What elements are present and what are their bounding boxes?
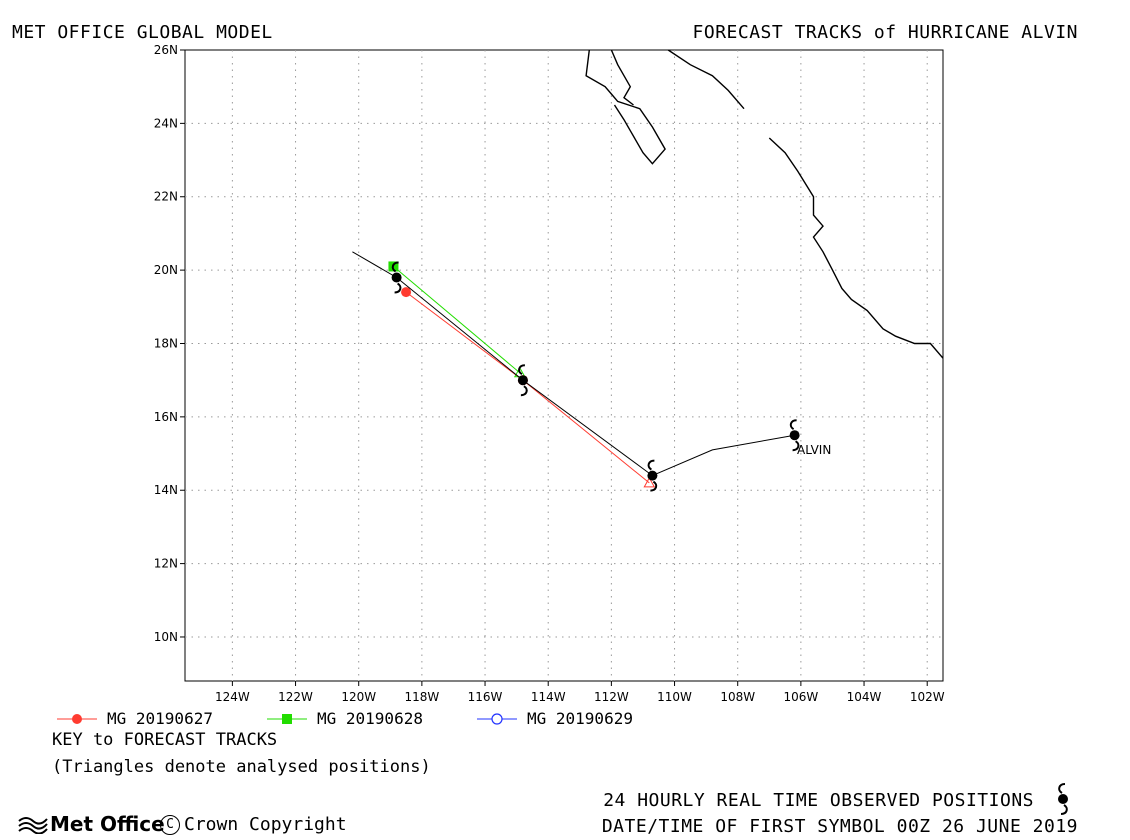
lon-tick-label: 102W [910, 690, 945, 704]
chart-title: FORECAST TRACKS of HURRICANE ALVIN [692, 22, 1078, 43]
analysed-position-triangle [643, 476, 656, 488]
first-symbol-date: DATE/TIME OF FIRST SYMBOL 00Z 26 JUNE 20… [601, 816, 1078, 837]
hurricane-symbol [646, 459, 659, 492]
key-note: (Triangles denote analysed positions) [52, 757, 431, 777]
lon-tick-label: 108W [720, 690, 755, 704]
lon-tick-label: 124W [215, 690, 250, 704]
lon-tick-label: 120W [341, 690, 376, 704]
forecast-track-line [405, 291, 650, 484]
lat-tick-label: 18N [154, 336, 178, 350]
lon-tick-label: 110W [657, 690, 692, 704]
forecast-track-line [393, 266, 521, 374]
logo-text: Met Office [50, 812, 165, 836]
lat-tick-label: 14N [154, 483, 178, 497]
blue-open-circle-marker-icon [477, 712, 517, 725]
storm-label: ALVIN [797, 443, 831, 457]
model-title: MET OFFICE GLOBAL MODEL [12, 22, 273, 43]
axis-labels: 26N 24N 22N 20N 18N 16N 14N 12N 10N 124W 122W 120W 1… [154, 43, 945, 704]
met-office-wave-icon [18, 817, 48, 834]
hurricane-symbol [516, 364, 529, 397]
lat-tick-label: 22N [154, 190, 178, 204]
lat-tick-label: 12N [154, 557, 178, 571]
coastline-segment [667, 49, 745, 110]
lat-tick-label: 10N [154, 630, 178, 644]
legend-label: MG 20190628 [317, 709, 423, 728]
graticule [180, 49, 943, 686]
lon-tick-label: 118W [404, 690, 439, 704]
lon-tick-label: 112W [594, 690, 629, 704]
coastline-segment [585, 49, 666, 165]
red-circle-marker-icon [57, 713, 97, 724]
green-square-marker-icon [267, 713, 307, 724]
legend-item-20190628: MG 20190628 [265, 709, 423, 728]
legend-item-20190627: MG 20190627 [55, 709, 213, 728]
met-office-logo: Met Office [18, 812, 165, 836]
hurricane-icon [1057, 783, 1069, 815]
coastline-segment [768, 137, 944, 359]
lat-tick-label: 26N [154, 43, 178, 57]
map-frame [184, 49, 944, 682]
copyright: C Crown Copyright [160, 814, 347, 835]
lon-tick-label: 106W [783, 690, 818, 704]
lon-tick-label: 104W [847, 690, 882, 704]
observed-positions-text: 24 HOURLY REAL TIME OBSERVED POSITIONS [603, 790, 1034, 811]
lon-tick-label: 122W [278, 690, 313, 704]
lon-tick-label: 116W [468, 690, 503, 704]
legend-item-20190629: MG 20190629 [475, 709, 633, 728]
copyright-text: Crown Copyright [184, 814, 347, 835]
lon-tick-label: 114W [531, 690, 566, 704]
legend-label: MG 20190629 [527, 709, 633, 728]
legend-label: MG 20190627 [107, 709, 213, 728]
lat-tick-label: 24N [154, 116, 178, 130]
forecast-point [401, 287, 412, 298]
coastline [585, 49, 944, 359]
coastline-segment [610, 49, 634, 106]
observed-track [352, 251, 801, 492]
key-title: KEY to FORECAST TRACKS [52, 730, 278, 750]
observed-track-line [352, 251, 795, 477]
lat-tick-label: 16N [154, 410, 178, 424]
copyright-icon: C [160, 814, 180, 835]
lat-tick-label: 20N [154, 263, 178, 277]
